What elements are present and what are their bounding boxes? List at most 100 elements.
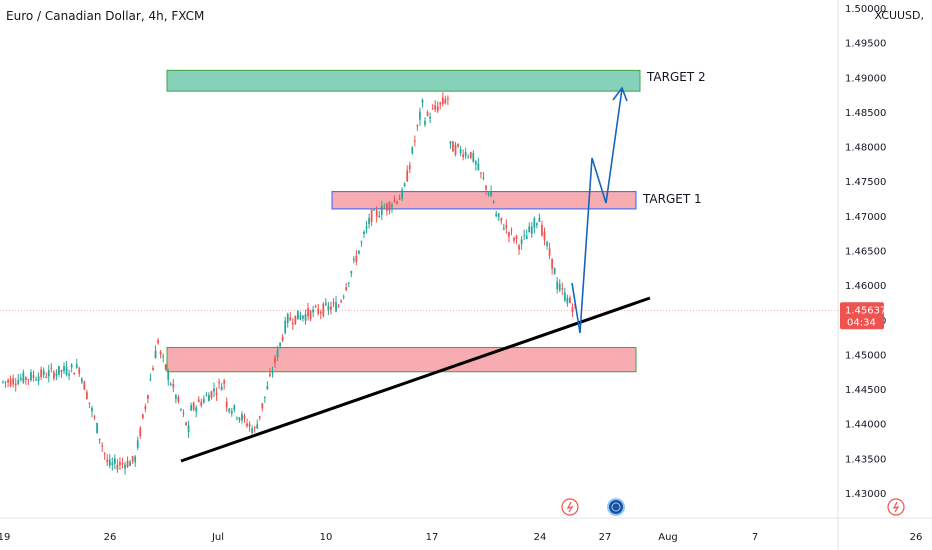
- target-1-zone[interactable]: [331, 191, 637, 210]
- x-tick-label: 26: [910, 532, 923, 543]
- candle-body: [213, 388, 215, 392]
- candle-body: [434, 105, 437, 110]
- candle-body: [497, 213, 500, 218]
- candle-body: [424, 120, 426, 125]
- candle-body: [174, 394, 177, 399]
- candle-body: [116, 464, 119, 470]
- candle-body: [263, 396, 266, 398]
- candle-body: [520, 239, 523, 244]
- target-2-zone[interactable]: [166, 69, 641, 92]
- candle-body: [68, 374, 70, 376]
- countdown-value: 04:34: [847, 317, 876, 328]
- candle-body: [177, 397, 180, 402]
- candle-body: [502, 228, 505, 230]
- candle-body: [14, 383, 17, 386]
- candle-body: [365, 226, 368, 229]
- candle-body: [197, 399, 200, 403]
- candle-body: [106, 459, 109, 462]
- candle-body: [218, 382, 220, 384]
- y-tick-label: 1.48000: [845, 143, 886, 154]
- candle-body: [304, 313, 307, 321]
- candle-body: [215, 392, 218, 395]
- candle-body: [182, 412, 185, 414]
- y-tick-label: 1.47500: [845, 177, 886, 188]
- candle-body: [208, 395, 210, 402]
- candle-body: [253, 427, 256, 429]
- candle-body: [492, 201, 495, 204]
- candle-body: [225, 401, 228, 408]
- candle-body: [274, 357, 276, 364]
- candle-body: [17, 379, 20, 385]
- candle-body: [459, 149, 462, 154]
- candle-body: [487, 193, 490, 195]
- candle-body: [266, 385, 269, 390]
- candle-body: [464, 151, 467, 156]
- candle-body: [149, 379, 152, 381]
- y-tick-label: 1.49500: [845, 39, 886, 50]
- candle-body: [169, 383, 172, 385]
- candle-body: [314, 305, 317, 307]
- projection-arrow[interactable]: [571, 88, 623, 334]
- candle-body: [119, 461, 121, 466]
- candle-body: [416, 125, 419, 127]
- candle-body: [210, 391, 213, 398]
- candle-body: [477, 163, 480, 170]
- candle-body: [75, 364, 78, 368]
- candle-body: [185, 422, 187, 426]
- candle-body: [284, 320, 287, 333]
- candle-body: [276, 349, 279, 358]
- candle-body: [124, 464, 126, 469]
- candle-body: [467, 156, 470, 158]
- candle-body: [571, 306, 574, 313]
- candle-body: [230, 411, 233, 414]
- candle-body: [157, 340, 159, 344]
- candle-body: [561, 288, 564, 290]
- globe-event-icon[interactable]: [607, 498, 625, 516]
- y-tick-label: 1.50000: [845, 4, 886, 15]
- candle-body: [385, 203, 388, 211]
- candle-body: [261, 403, 264, 409]
- candle-body: [309, 310, 312, 320]
- x-tick-label: 24: [534, 532, 547, 543]
- y-tick-label: 1.43000: [845, 489, 886, 500]
- candle-body: [58, 365, 60, 375]
- candle-body: [271, 372, 274, 374]
- candle-body: [228, 408, 231, 412]
- candle-body: [449, 141, 452, 144]
- candle-body: [279, 342, 281, 347]
- candle-body: [60, 370, 63, 372]
- candle-body: [162, 355, 165, 357]
- candle-body: [83, 381, 86, 390]
- y-tick-label: 1.43500: [845, 454, 886, 465]
- support-zone[interactable]: [166, 347, 637, 373]
- candle-body: [543, 232, 546, 240]
- candle-body: [93, 416, 96, 418]
- candle-body: [533, 217, 536, 228]
- candle-body: [52, 371, 55, 379]
- symbol-label[interactable]: XCUUSD,: [874, 9, 924, 22]
- candle-body: [368, 218, 370, 225]
- candle-body: [515, 235, 518, 240]
- last-price-tag: [840, 302, 884, 330]
- candle-body: [472, 153, 475, 162]
- candle-body: [500, 217, 503, 221]
- candle-body: [548, 248, 551, 256]
- candle-body: [408, 165, 411, 170]
- candle-body: [299, 315, 302, 320]
- candle-body: [563, 292, 566, 301]
- candle-body: [355, 255, 358, 262]
- candle-body: [431, 108, 434, 110]
- trend-line[interactable]: [180, 296, 651, 463]
- y-tick-label: 1.45000: [845, 350, 886, 361]
- candle-body: [47, 370, 50, 377]
- x-tick-label: 10: [320, 532, 333, 543]
- candle-body: [510, 229, 513, 231]
- candle-body: [131, 456, 134, 462]
- candle-body: [482, 177, 485, 179]
- candle-body: [556, 281, 559, 290]
- candle-body: [281, 337, 284, 341]
- candle-body: [30, 372, 32, 381]
- candle-body: [297, 310, 299, 320]
- candle-body: [108, 459, 111, 466]
